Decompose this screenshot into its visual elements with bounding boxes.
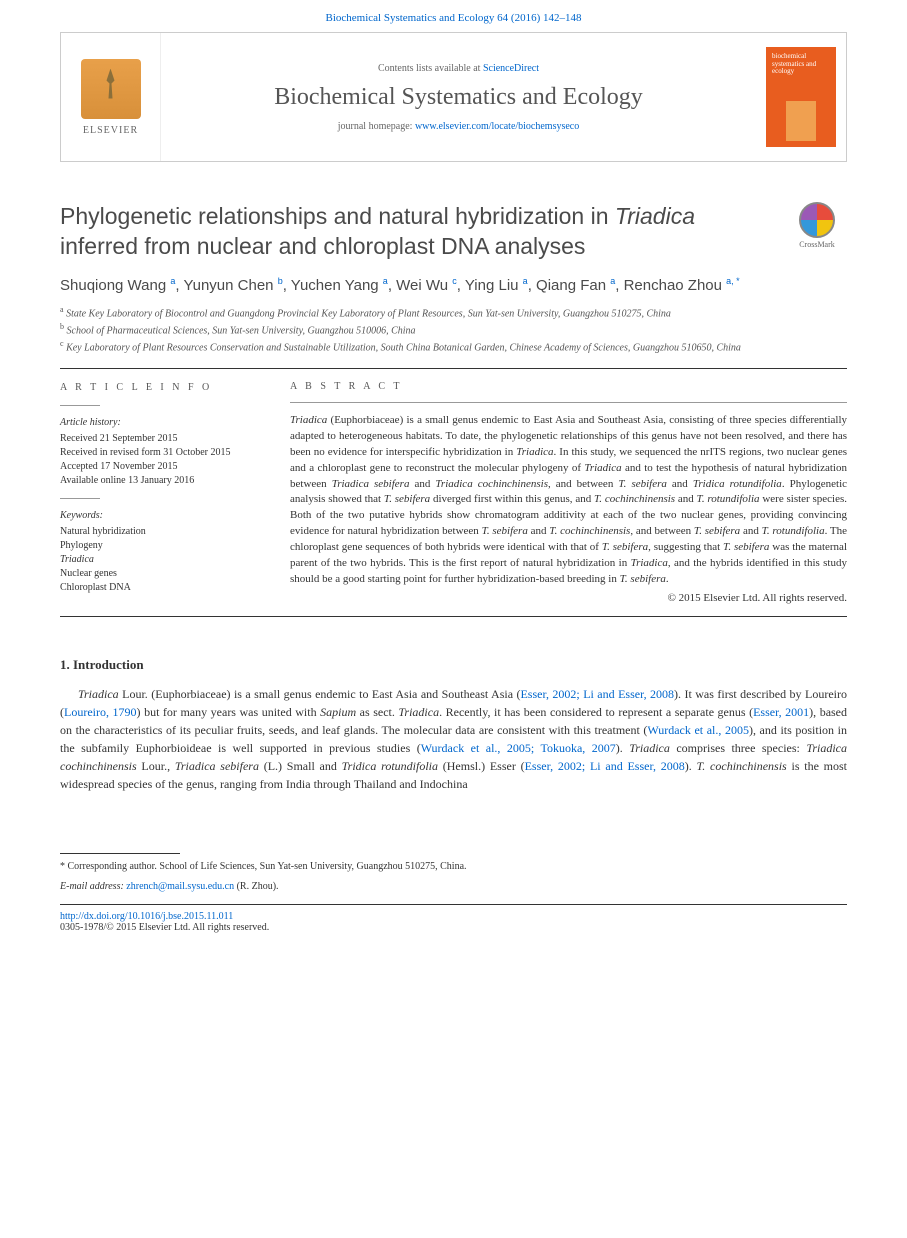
affiliation: b School of Pharmaceutical Sciences, Sun… [60, 321, 847, 338]
keywords-label: Keywords: [60, 509, 260, 523]
abstract-text: Triadica (Euphorbiaceae) is a small genu… [290, 413, 847, 588]
keyword: Nuclear genes [60, 567, 260, 581]
affiliation-list: a State Key Laboratory of Biocontrol and… [60, 304, 847, 356]
journal-cover-cell: biochemical systematics and ecology [756, 33, 846, 161]
running-header: Biochemical Systematics and Ecology 64 (… [0, 0, 907, 32]
crossmark-badge[interactable]: CrossMark [787, 202, 847, 249]
affiliation: a State Key Laboratory of Biocontrol and… [60, 304, 847, 321]
section-heading: 1. Introduction [60, 657, 847, 673]
history-item: Received in revised form 31 October 2015 [60, 446, 260, 460]
abstract-copyright: © 2015 Elsevier Ltd. All rights reserved… [290, 592, 847, 604]
email-line: E-mail address: zhrench@mail.sysu.edu.cn… [60, 880, 847, 894]
contents-list-line: Contents lists available at ScienceDirec… [169, 63, 748, 74]
intro-paragraph: Triadica Lour. (Euphorbiaceae) is a smal… [60, 685, 847, 793]
homepage-line: journal homepage: www.elsevier.com/locat… [169, 121, 748, 132]
divider [60, 498, 100, 499]
journal-header-box: ELSEVIER Contents lists available at Sci… [60, 32, 847, 162]
journal-cover-thumbnail: biochemical systematics and ecology [766, 47, 836, 147]
divider [60, 616, 847, 617]
journal-name: Biochemical Systematics and Ecology [169, 84, 748, 111]
article-title: Phylogenetic relationships and natural h… [60, 202, 767, 262]
history-item: Accepted 17 November 2015 [60, 460, 260, 474]
footnote-divider [60, 853, 180, 854]
divider [60, 368, 847, 369]
history-item: Available online 13 January 2016 [60, 474, 260, 488]
keyword: Chloroplast DNA [60, 581, 260, 595]
history-label: Article history: [60, 416, 260, 430]
abstract-column: A B S T R A C T Triadica (Euphorbiaceae)… [290, 381, 847, 604]
article-info-column: A R T I C L E I N F O Article history: R… [60, 381, 260, 604]
email-link[interactable]: zhrench@mail.sysu.edu.cn [126, 881, 234, 892]
doi-link[interactable]: http://dx.doi.org/10.1016/j.bse.2015.11.… [60, 911, 233, 922]
crossmark-icon [799, 202, 835, 238]
publisher-logo-cell: ELSEVIER [61, 33, 161, 161]
keyword: Triadica [60, 553, 260, 567]
journal-info-cell: Contents lists available at ScienceDirec… [161, 33, 756, 161]
keyword: Phylogeny [60, 539, 260, 553]
elsevier-tree-icon [81, 59, 141, 119]
author-list: Shuqiong Wang a, Yunyun Chen b, Yuchen Y… [60, 276, 847, 294]
affiliation: c Key Laboratory of Plant Resources Cons… [60, 338, 847, 355]
divider [60, 405, 100, 406]
article-info-heading: A R T I C L E I N F O [60, 381, 260, 395]
history-item: Received 21 September 2015 [60, 432, 260, 446]
divider [290, 402, 847, 403]
abstract-heading: A B S T R A C T [290, 381, 847, 392]
cover-art-icon [786, 101, 816, 141]
sciencedirect-link[interactable]: ScienceDirect [483, 63, 539, 74]
keyword: Natural hybridization [60, 525, 260, 539]
corresponding-author-note: * Corresponding author. School of Life S… [60, 860, 847, 874]
homepage-link[interactable]: www.elsevier.com/locate/biochemsyseco [415, 121, 579, 132]
article-footer: http://dx.doi.org/10.1016/j.bse.2015.11.… [60, 904, 847, 933]
issn-copyright: 0305-1978/© 2015 Elsevier Ltd. All right… [60, 922, 847, 933]
publisher-name: ELSEVIER [83, 125, 138, 136]
